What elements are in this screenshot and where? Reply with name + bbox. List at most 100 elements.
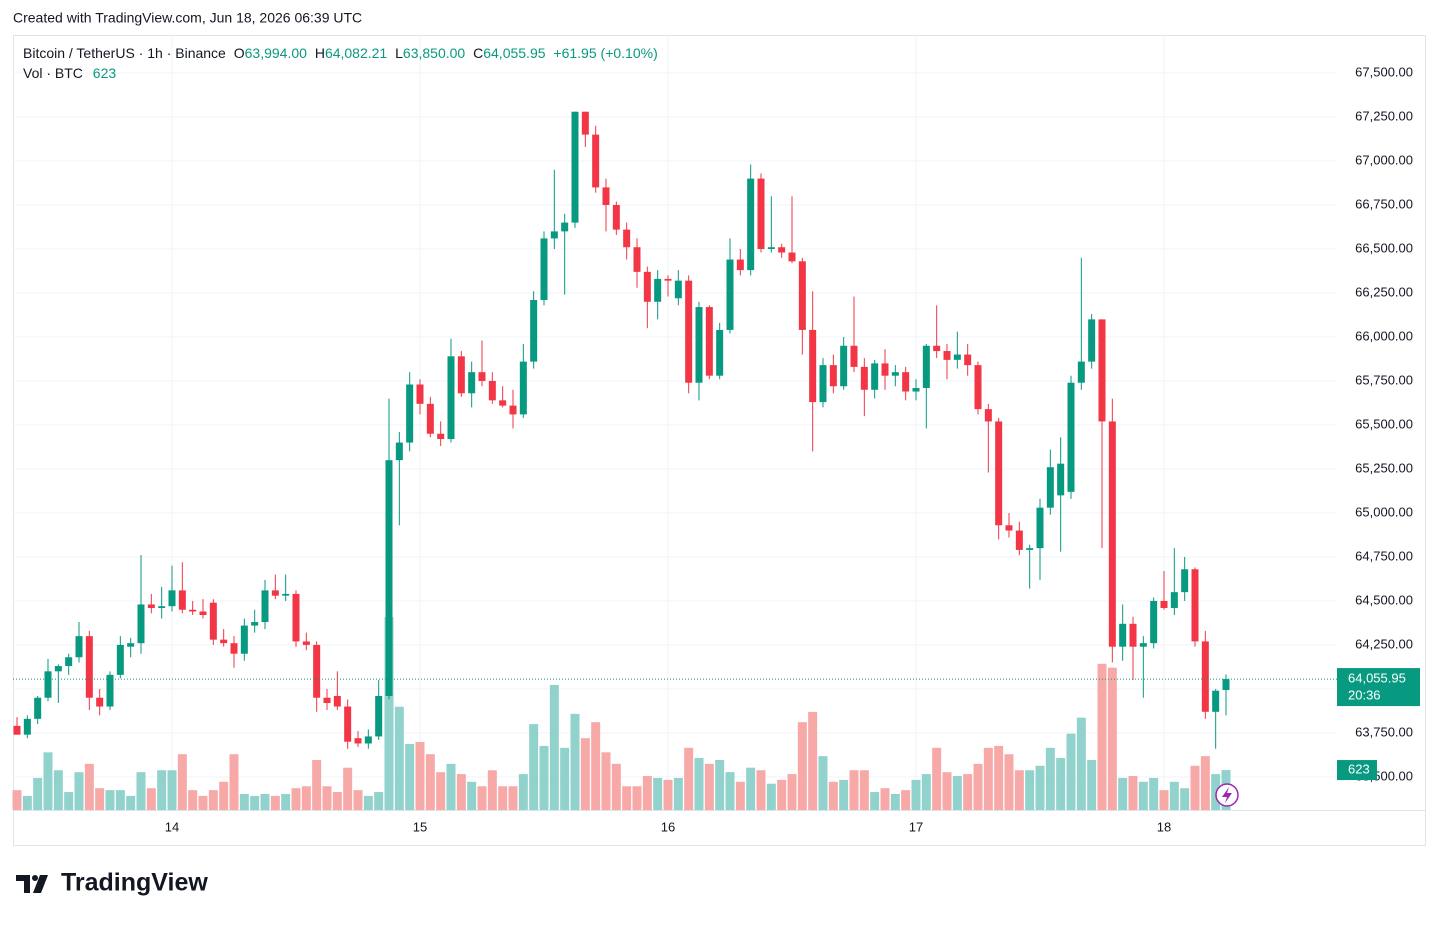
volume-bar [43,752,53,810]
o-prefix: O [234,45,245,61]
l-value: 63,850.00 [403,45,465,61]
volume-bar [177,754,187,810]
volume-bar [725,772,735,810]
volume-bar [219,781,229,810]
y-tick-label: 65,000.00 [1355,504,1413,519]
candle-body [158,606,166,608]
axis-labels: 63,500.0063,750.0064,000.0064,250.0064,5… [165,64,1413,834]
candle-body [767,247,775,249]
candle-body [178,590,186,610]
volume-bar [394,706,404,810]
volume-bar [663,779,673,810]
volume-bar [1097,663,1107,810]
volume-bar [560,747,570,810]
volume-bar [911,779,921,810]
volume-bar [601,752,611,810]
candle-body [561,222,569,232]
volume-bar [1200,756,1210,810]
volume-bar [539,745,549,810]
candle-body [499,400,507,406]
y-tick-label: 64,500.00 [1355,592,1413,607]
candle-body [251,622,259,626]
volume-bar [105,790,115,810]
volume-bar [415,742,425,810]
candle-body [1108,421,1116,647]
volume-bar [684,747,694,810]
candle-body [447,356,455,440]
volume-bar [942,772,952,810]
candle-body [1005,525,1013,531]
x-tick-label: 14 [165,819,179,834]
candle-body [757,178,765,249]
candle-body [778,247,786,253]
volume-bar [436,772,446,810]
volume-pane [12,617,1231,810]
volume-bar [229,754,239,810]
candle-body [75,636,83,658]
candle-body [592,134,600,188]
volume-bar [1169,781,1179,810]
volume-bar [146,788,156,810]
volume-bar [642,776,652,810]
l-prefix: L [395,45,403,61]
volume-bar [932,747,942,810]
candle-body [747,178,755,271]
candle-body [488,380,496,401]
volume-bar [901,790,911,810]
candle-body [912,388,920,392]
candle-body [271,590,279,596]
candle-body [685,280,693,383]
volume-bar [353,790,363,810]
y-tick-label: 66,750.00 [1355,196,1413,211]
volume-bar [312,759,322,810]
c-value: 64,055.95 [483,45,545,61]
volume-bar [787,774,797,810]
volume-bar [167,770,177,810]
volume-bar [1159,790,1169,810]
candle-body [1026,548,1034,550]
x-tick-label: 17 [909,819,923,834]
volume-bar [529,724,539,810]
volume-bar [611,763,621,810]
volume-bar [22,795,32,810]
volume-bar [570,713,580,810]
volume-bar [580,738,590,810]
candle-body [13,725,21,735]
candle-body [581,111,589,135]
candle-body [530,300,538,362]
candle-body [654,278,662,302]
h-prefix: H [315,45,325,61]
candle-body [1046,467,1054,508]
countdown: 20:36 [1348,688,1381,703]
volume-bar [374,792,384,810]
candle-body [106,674,114,707]
candle-body [199,611,207,616]
candle-body [840,345,848,387]
volume-bar [1004,754,1014,810]
candle-body [674,280,682,299]
volume-bar [343,767,353,810]
candle-body [323,697,331,704]
candle-body [1036,507,1044,549]
volume-bar [477,786,487,810]
change: +61.95 [553,45,596,61]
volume-bar [1087,759,1097,810]
candle-body [1139,643,1147,647]
y-tick-label: 67,500.00 [1355,64,1413,79]
volume-bar [1107,667,1117,810]
volume-bar [952,776,962,810]
candle-body [798,261,806,330]
last-labels: 64,055.95 20:36 623 [13,668,1420,781]
volume-bar [1056,758,1066,810]
volume-bar [136,772,146,810]
candle-body [457,356,465,394]
volume-bar [188,790,198,810]
candle-body [943,351,951,360]
candle-body [974,365,982,410]
volume-bar [126,795,136,810]
candle-body [220,639,228,644]
replay-icon[interactable] [1215,783,1239,807]
volume-bar [632,786,642,810]
candle-body [829,365,837,387]
